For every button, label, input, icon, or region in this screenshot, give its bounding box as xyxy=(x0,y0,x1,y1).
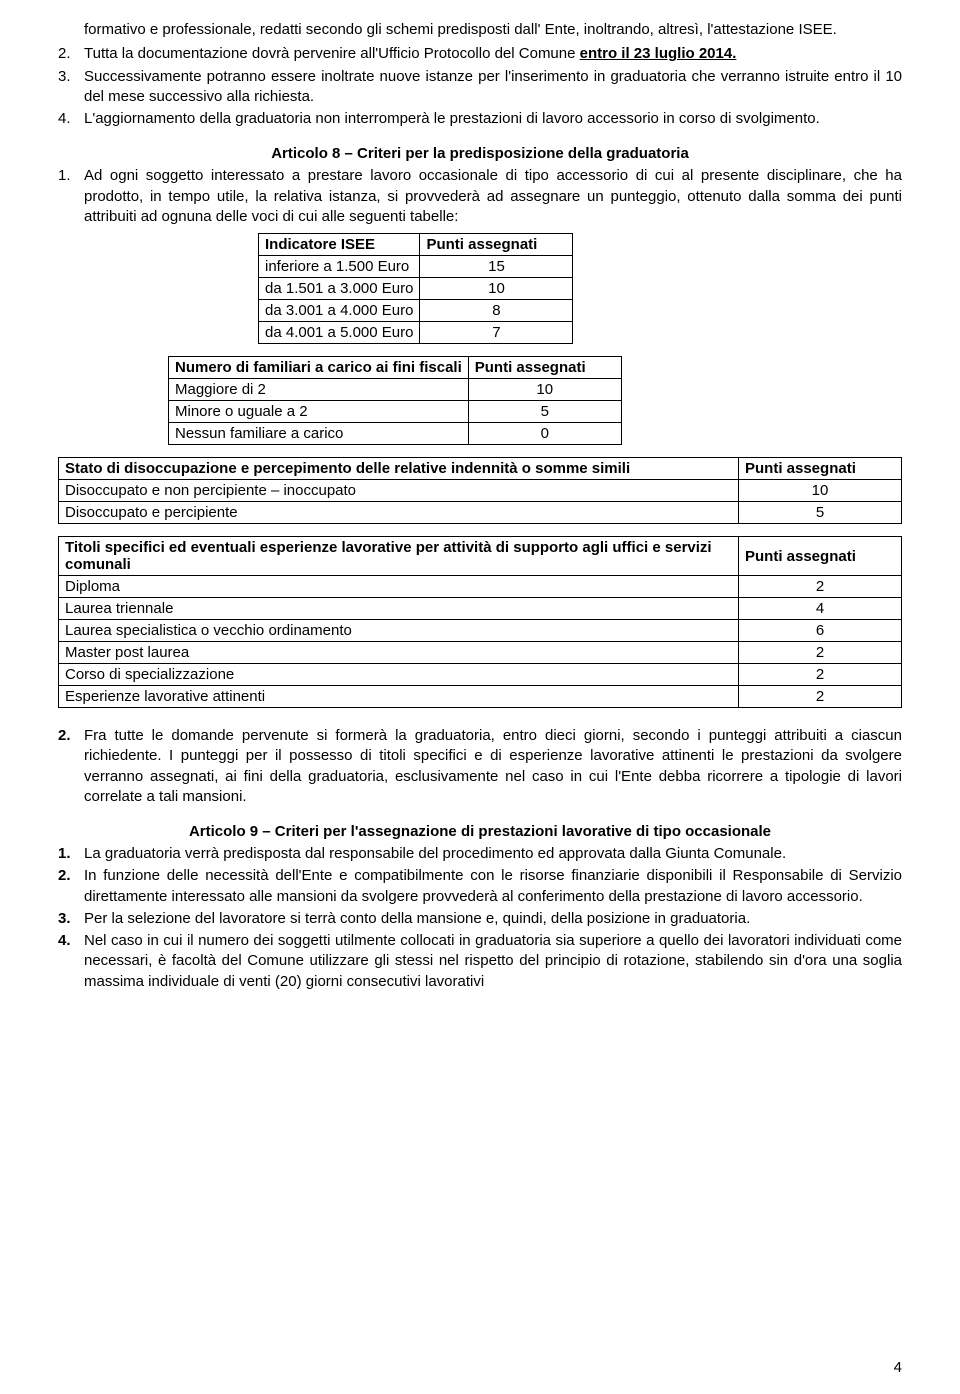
table-titoli: Titoli specifici ed eventuali esperienze… xyxy=(58,536,902,708)
cell: Maggiore di 2 xyxy=(169,379,469,401)
art8-item-1: 1. Ad ogni soggetto interessato a presta… xyxy=(58,166,902,227)
document-page: formativo e professionale, redatti secon… xyxy=(0,0,960,1394)
cell: 2 xyxy=(739,686,902,708)
list-text: Nel caso in cui il numero dei soggetti u… xyxy=(84,931,902,992)
table-header: Punti assegnati xyxy=(420,234,573,256)
list-number: 2. xyxy=(58,726,84,807)
art8-item-2: 2. Fra tutte le domande pervenute si for… xyxy=(58,726,902,807)
cell: 15 xyxy=(420,256,573,278)
cell: Master post laurea xyxy=(59,642,739,664)
article-9-title: Articolo 9 – Criteri per l'assegnazione … xyxy=(58,823,902,840)
table-row: Laurea specialistica o vecchio ordinamen… xyxy=(59,620,902,642)
intro-item-4: 4. L'aggiornamento della graduatoria non… xyxy=(58,109,902,129)
table-isee: Indicatore ISEE Punti assegnati inferior… xyxy=(258,233,573,344)
list-number: 1. xyxy=(58,844,84,864)
table-header: Punti assegnati xyxy=(468,357,621,379)
cell: Nessun familiare a carico xyxy=(169,423,469,445)
table-row: Minore o uguale a 25 xyxy=(169,401,622,423)
list-text: Per la selezione del lavoratore si terrà… xyxy=(84,909,902,929)
cell: 4 xyxy=(739,598,902,620)
cell: da 1.501 a 3.000 Euro xyxy=(259,278,420,300)
table-row: da 3.001 a 4.000 Euro8 xyxy=(259,300,573,322)
table-header: Stato di disoccupazione e percepimento d… xyxy=(59,458,739,480)
list-text: La graduatoria verrà predisposta dal res… xyxy=(84,844,902,864)
list-number: 1. xyxy=(58,166,84,227)
table-row: Disoccupato e percipiente5 xyxy=(59,502,902,524)
cell: 2 xyxy=(739,664,902,686)
table-header: Punti assegnati xyxy=(739,537,902,576)
cell: inferiore a 1.500 Euro xyxy=(259,256,420,278)
table-row: Nessun familiare a carico0 xyxy=(169,423,622,445)
intro-item-2: 2. Tutta la documentazione dovrà perveni… xyxy=(58,44,902,64)
cell: Laurea specialistica o vecchio ordinamen… xyxy=(59,620,739,642)
intro-item-3: 3. Successivamente potranno essere inolt… xyxy=(58,67,902,108)
cell: 10 xyxy=(420,278,573,300)
cell: Minore o uguale a 2 xyxy=(169,401,469,423)
article-8-title: Articolo 8 – Criteri per la predisposizi… xyxy=(58,145,902,162)
table-header: Titoli specifici ed eventuali esperienze… xyxy=(59,537,739,576)
table-row: inferiore a 1.500 Euro15 xyxy=(259,256,573,278)
list-number: 2. xyxy=(58,866,84,907)
table-row: Diploma2 xyxy=(59,576,902,598)
table-row: Esperienze lavorative attinenti2 xyxy=(59,686,902,708)
cell: 7 xyxy=(420,322,573,344)
cell: 10 xyxy=(468,379,621,401)
table-row: Master post laurea2 xyxy=(59,642,902,664)
list-number: 2. xyxy=(58,44,84,64)
cell: 2 xyxy=(739,576,902,598)
list-number: 3. xyxy=(58,909,84,929)
cell: 2 xyxy=(739,642,902,664)
table-row: da 1.501 a 3.000 Euro10 xyxy=(259,278,573,300)
cell: 8 xyxy=(420,300,573,322)
bold-date: entro il 23 luglio 2014. xyxy=(580,45,737,62)
cell: Disoccupato e percipiente xyxy=(59,502,739,524)
cell: 5 xyxy=(468,401,621,423)
list-number: 3. xyxy=(58,67,84,108)
cell: 10 xyxy=(739,480,902,502)
table-header: Indicatore ISEE xyxy=(259,234,420,256)
list-text: Fra tutte le domande pervenute si former… xyxy=(84,726,902,807)
list-text: In funzione delle necessità dell'Ente e … xyxy=(84,866,902,907)
table-row: Maggiore di 210 xyxy=(169,379,622,401)
table-familiari: Numero di familiari a carico ai fini fis… xyxy=(168,356,622,445)
list-number: 4. xyxy=(58,109,84,129)
page-number: 4 xyxy=(894,1359,902,1376)
list-text: Tutta la documentazione dovrà pervenire … xyxy=(84,44,902,64)
table-row: Laurea triennale4 xyxy=(59,598,902,620)
text-part: Tutta la documentazione dovrà pervenire … xyxy=(84,45,580,62)
art9-item-2: 2. In funzione delle necessità dell'Ente… xyxy=(58,866,902,907)
cell: Diploma xyxy=(59,576,739,598)
table-disoccupazione: Stato di disoccupazione e percepimento d… xyxy=(58,457,902,524)
cell: 6 xyxy=(739,620,902,642)
list-text: Successivamente potranno essere inoltrat… xyxy=(84,67,902,108)
art9-item-4: 4. Nel caso in cui il numero dei soggett… xyxy=(58,931,902,992)
cell: da 4.001 a 5.000 Euro xyxy=(259,322,420,344)
list-text: L'aggiornamento della graduatoria non in… xyxy=(84,109,902,129)
intro-fragment: formativo e professionale, redatti secon… xyxy=(58,20,902,40)
table-row: Corso di specializzazione2 xyxy=(59,664,902,686)
cell: da 3.001 a 4.000 Euro xyxy=(259,300,420,322)
cell: 0 xyxy=(468,423,621,445)
cell: Disoccupato e non percipiente – inoccupa… xyxy=(59,480,739,502)
table-row: Disoccupato e non percipiente – inoccupa… xyxy=(59,480,902,502)
table-header: Punti assegnati xyxy=(739,458,902,480)
list-text: Ad ogni soggetto interessato a prestare … xyxy=(84,166,902,227)
cell: 5 xyxy=(739,502,902,524)
table-row: da 4.001 a 5.000 Euro7 xyxy=(259,322,573,344)
cell: Corso di specializzazione xyxy=(59,664,739,686)
list-number: 4. xyxy=(58,931,84,992)
art9-item-1: 1. La graduatoria verrà predisposta dal … xyxy=(58,844,902,864)
table-header: Numero di familiari a carico ai fini fis… xyxy=(169,357,469,379)
art9-item-3: 3. Per la selezione del lavoratore si te… xyxy=(58,909,902,929)
cell: Laurea triennale xyxy=(59,598,739,620)
cell: Esperienze lavorative attinenti xyxy=(59,686,739,708)
